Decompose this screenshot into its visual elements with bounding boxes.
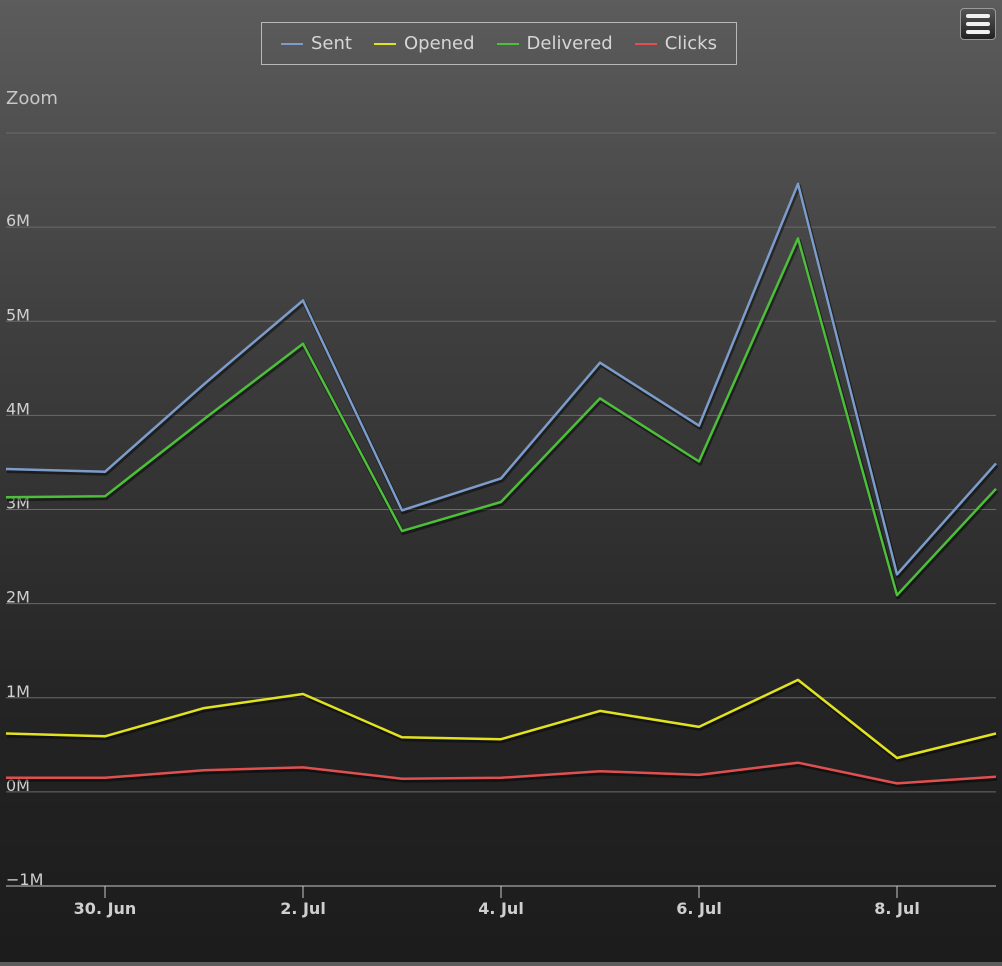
legend-swatch-delivered (496, 42, 519, 45)
x-tick-label: 30. Jun (74, 899, 137, 918)
series-lines (5, 182, 999, 788)
menu-bar (966, 14, 990, 18)
legend-item-clicks[interactable]: Clicks (634, 33, 717, 54)
legend-label-delivered: Delivered (526, 33, 613, 54)
series-line-sent (5, 182, 997, 576)
y-tick-label: 0M (6, 776, 30, 795)
legend-item-delivered[interactable]: Delivered (496, 33, 613, 54)
legend-label-sent: Sent (311, 33, 352, 54)
zoom-label[interactable]: Zoom (6, 88, 58, 109)
legend-item-opened[interactable]: Opened (373, 33, 475, 54)
series-line-clicks (6, 761, 997, 785)
legend-swatch-opened (373, 42, 396, 45)
hamburger-menu-icon[interactable] (960, 8, 996, 40)
y-tick-label: −1M (6, 870, 43, 889)
series-shadow-clicks (7, 762, 998, 788)
series-line-delivered (5, 237, 997, 597)
legend-label-opened: Opened (403, 33, 475, 54)
legend-swatch-clicks (634, 42, 657, 45)
x-tick-label: 6. Jul (676, 899, 722, 918)
x-tick-label: 2. Jul (280, 899, 326, 918)
y-tick-label: 2M (6, 588, 30, 607)
legend-label-clicks: Clicks (664, 33, 717, 54)
menu-bar (966, 30, 990, 34)
y-tick-label: 6M (6, 211, 30, 230)
x-tick-label: 4. Jul (478, 899, 524, 918)
y-tick-label: 4M (6, 399, 30, 418)
grid (6, 132, 996, 793)
legend-item-sent[interactable]: Sent (281, 33, 352, 54)
series-line-opened (5, 678, 997, 760)
y-tick-label: 5M (6, 305, 30, 324)
y-tick-label: 1M (6, 682, 30, 701)
legend: Sent Opened Delivered Clicks (261, 22, 737, 65)
legend-swatch-sent (281, 42, 303, 45)
menu-bar (966, 22, 990, 26)
x-tick-label: 8. Jul (874, 899, 920, 918)
